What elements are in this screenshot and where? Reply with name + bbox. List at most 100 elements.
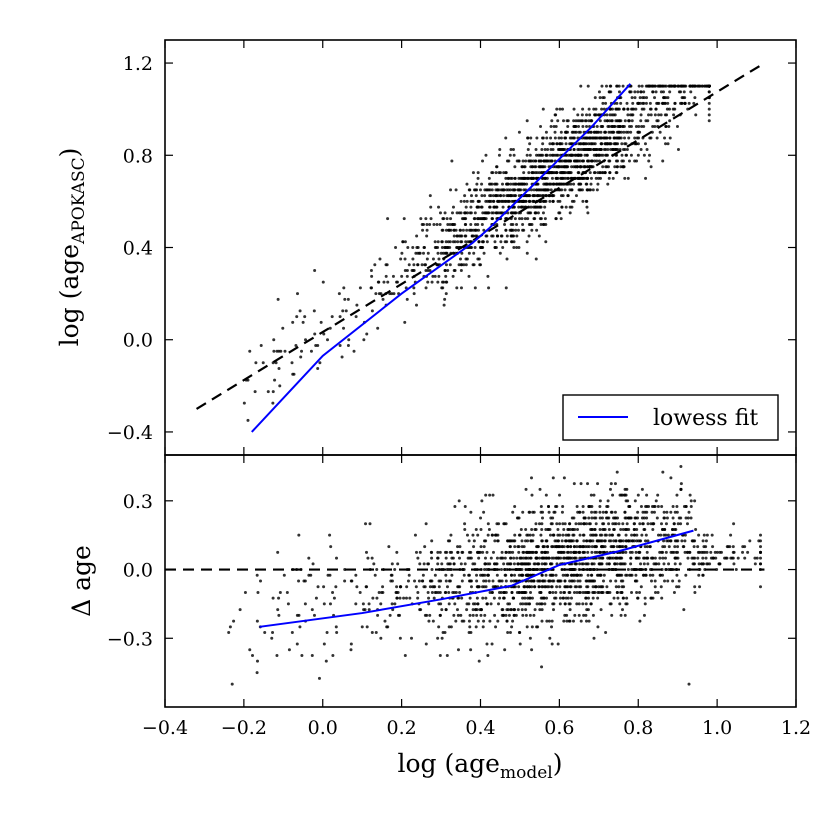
bottom-scatter-point: [512, 562, 516, 566]
top-scatter-point: [424, 217, 428, 221]
bottom-scatter-point: [595, 539, 599, 543]
bottom-scatter-point: [511, 619, 515, 623]
bottom-scatter-point: [485, 642, 489, 646]
top-scatter-point: [445, 280, 449, 284]
top-scatter-point: [283, 349, 287, 353]
bottom-scatter-point: [522, 556, 526, 560]
top-scatter-point: [585, 113, 589, 117]
top-scatter-point: [680, 101, 684, 105]
bottom-scatter-point: [603, 550, 607, 554]
bottom-scatter-point: [485, 550, 489, 554]
bottom-scatter-point: [427, 596, 431, 600]
top-scatter-point: [318, 361, 322, 365]
bottom-scatter-point: [456, 545, 460, 549]
top-scatter-point: [527, 171, 531, 175]
top-scatter-point: [517, 182, 521, 186]
top-scatter-point: [598, 136, 602, 140]
bottom-scatter-point: [644, 568, 648, 572]
top-scatter-point: [707, 101, 711, 105]
top-scatter-point: [449, 188, 453, 192]
top-scatter-point: [578, 130, 582, 134]
top-scatter-point: [449, 217, 453, 221]
top-scatter-point: [347, 338, 351, 342]
top-scatter-point: [569, 142, 573, 146]
bottom-scatter-point: [624, 516, 628, 520]
bottom-scatter-point: [545, 556, 549, 560]
bottom-scatter-point: [667, 545, 671, 549]
bottom-scatter-point: [618, 573, 622, 577]
bottom-scatter-point: [485, 602, 489, 606]
top-scatter-point: [369, 269, 373, 273]
bottom-scatter-point: [656, 590, 660, 594]
bottom-scatter-point: [636, 596, 640, 600]
bottom-scatter-point: [298, 625, 302, 629]
bottom-scatter-point: [621, 596, 625, 600]
top-scatter-point: [513, 176, 517, 180]
top-scatter-point: [616, 136, 620, 140]
bottom-scatter-point: [310, 653, 314, 657]
top-scatter-point: [454, 188, 458, 192]
bottom-scatter-point: [422, 585, 426, 589]
bottom-scatter-point: [465, 608, 469, 612]
bottom-scatter-point: [549, 516, 553, 520]
top-scatter-point: [384, 274, 388, 278]
bottom-scatter-point: [644, 533, 648, 537]
top-scatter-point: [566, 130, 570, 134]
bottom-scatter-point: [598, 562, 602, 566]
bottom-scatter-point: [444, 556, 448, 560]
bottom-scatter-points: [227, 464, 763, 686]
bottom-scatter-point: [536, 545, 540, 549]
top-scatter-point: [629, 90, 633, 94]
top-scatter-point: [644, 101, 648, 105]
top-scatter-point: [537, 234, 541, 238]
top-scatter-point: [524, 159, 528, 163]
bottom-scatter-point: [479, 545, 483, 549]
top-scatter-point: [517, 159, 521, 163]
top-scatter-point: [272, 349, 276, 353]
top-scatter-point: [534, 148, 538, 152]
top-scatter-point: [532, 217, 536, 221]
top-scatter-point: [570, 165, 574, 169]
bottom-scatter-point: [513, 539, 517, 543]
top-scatter-point: [291, 320, 295, 324]
bottom-scatter-point: [547, 556, 551, 560]
bottom-scatter-point: [488, 493, 492, 497]
top-scatter-point: [355, 303, 359, 307]
bottom-scatter-point: [486, 653, 490, 657]
top-scatter-point: [483, 211, 487, 215]
bottom-scatter-point: [575, 573, 579, 577]
top-scatter-point: [444, 292, 448, 296]
bottom-scatter-point: [654, 562, 658, 566]
top-scatter-point: [657, 113, 661, 117]
bottom-scatter-point: [482, 510, 486, 514]
bottom-scatter-point: [521, 550, 525, 554]
top-scatter-point: [622, 107, 626, 111]
top-scatter-point: [513, 165, 517, 169]
top-scatter-point: [683, 101, 687, 105]
bottom-scatter-point: [449, 533, 453, 537]
top-scatter-point: [343, 297, 347, 301]
top-scatter-point: [585, 124, 589, 128]
bottom-scatter-point: [568, 556, 572, 560]
top-scatter-point: [621, 84, 625, 88]
top-scatter-point: [662, 96, 666, 100]
bottom-scatter-point: [594, 585, 598, 589]
top-scatter-point: [517, 205, 521, 209]
y-tick-label: 1.2: [123, 53, 153, 75]
top-scatter-point: [667, 124, 671, 128]
bottom-scatter-point: [507, 613, 511, 617]
top-scatter-point: [486, 199, 490, 203]
bottom-scatter-point: [639, 562, 643, 566]
bottom-scatter-point: [643, 596, 647, 600]
bottom-scatter-point: [539, 505, 543, 509]
top-scatter-point: [515, 234, 519, 238]
bottom-scatter-point: [692, 545, 696, 549]
top-scatter-point: [597, 113, 601, 117]
bottom-scatter-point: [448, 539, 452, 543]
top-scatter-point: [430, 280, 434, 284]
bottom-scatter-point: [563, 585, 567, 589]
top-scatter-point: [541, 222, 545, 226]
top-scatter-point: [676, 148, 680, 152]
bottom-scatter-point: [607, 568, 611, 572]
bottom-scatter-point: [623, 487, 627, 491]
